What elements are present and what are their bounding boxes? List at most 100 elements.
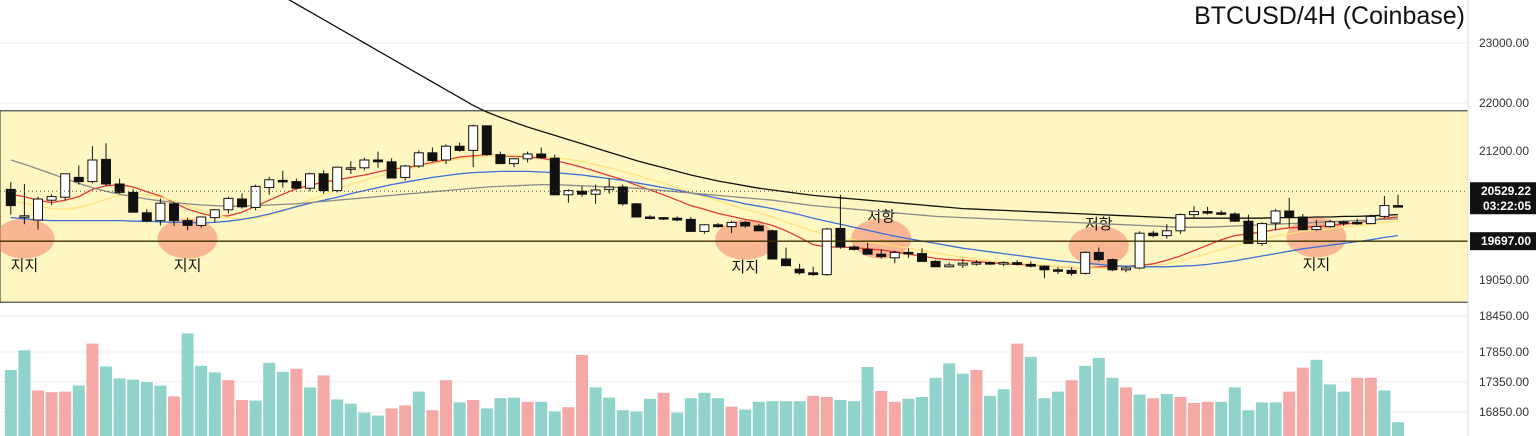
candle-body bbox=[73, 176, 84, 183]
volume-bar bbox=[1188, 403, 1200, 436]
candle-body bbox=[373, 159, 383, 163]
range-box-rect bbox=[0, 110, 1469, 303]
volume-bar bbox=[780, 401, 792, 436]
candle-body bbox=[128, 191, 139, 213]
volume-bar bbox=[1038, 398, 1051, 436]
candle-body bbox=[1338, 221, 1349, 224]
candle-body bbox=[1175, 214, 1186, 232]
volume-bar bbox=[127, 379, 140, 436]
candle-body bbox=[753, 225, 764, 232]
candle-body bbox=[876, 253, 887, 258]
volume-bar bbox=[168, 396, 180, 436]
candle-body bbox=[1284, 210, 1295, 218]
candle-body bbox=[46, 196, 57, 201]
candle-body bbox=[1080, 251, 1091, 274]
volume-bar bbox=[888, 401, 901, 436]
candle-body bbox=[699, 224, 710, 232]
volume-bar bbox=[1201, 401, 1214, 436]
candle-body bbox=[1107, 259, 1118, 271]
candle-body bbox=[903, 251, 914, 255]
candle-body bbox=[495, 154, 506, 165]
volume-bar bbox=[1324, 384, 1336, 436]
chart-title: BTCUSD/4H (Coinbase) bbox=[1194, 2, 1465, 30]
volume-bar bbox=[426, 410, 439, 436]
volume-bar bbox=[1364, 377, 1377, 436]
volume-bar bbox=[480, 408, 493, 436]
candle-body bbox=[5, 188, 16, 207]
volume-bar bbox=[1133, 394, 1146, 436]
candle-body bbox=[291, 181, 302, 189]
volume-bar bbox=[1228, 387, 1241, 436]
candle-body bbox=[536, 153, 547, 159]
candle-body bbox=[971, 262, 982, 265]
candle-body bbox=[1229, 213, 1240, 222]
candle-body bbox=[563, 190, 574, 196]
last-price-tag bbox=[1470, 182, 1536, 215]
candle-body bbox=[794, 268, 805, 274]
volume-bar bbox=[752, 401, 765, 436]
candle-body bbox=[1297, 216, 1308, 231]
volume-bar bbox=[644, 398, 656, 436]
volume-bar bbox=[1065, 380, 1078, 436]
candle-body bbox=[862, 248, 873, 255]
price-tick-label: 17350.00 bbox=[1479, 375, 1529, 389]
volume-bar bbox=[902, 398, 915, 436]
volume-bar bbox=[1079, 365, 1092, 436]
candle-body bbox=[617, 186, 628, 205]
volume-bar bbox=[358, 412, 371, 436]
candle-body bbox=[740, 221, 751, 227]
volume-bar bbox=[222, 380, 235, 436]
candle-body bbox=[985, 262, 995, 265]
volume-bar bbox=[848, 401, 860, 436]
candle-body bbox=[345, 167, 356, 170]
price-axis: 23000.00 22000.00 21200.00 20529.22 19050.00… bbox=[1467, 0, 1536, 436]
volume-bar bbox=[453, 402, 466, 436]
volume-bar bbox=[1337, 391, 1350, 436]
candle-body bbox=[33, 198, 43, 221]
candle-body bbox=[645, 216, 655, 219]
candle-body bbox=[169, 203, 179, 222]
volume-bar bbox=[684, 398, 697, 436]
volume-bar bbox=[290, 368, 303, 436]
volume-bar bbox=[467, 400, 480, 436]
candle-body bbox=[1270, 210, 1281, 224]
volume-bar bbox=[140, 382, 153, 436]
price-levels bbox=[0, 190, 1468, 242]
zone-label: 지지 bbox=[11, 257, 39, 275]
candle-body bbox=[821, 228, 832, 276]
volume-bar bbox=[589, 387, 602, 436]
candle-body bbox=[998, 262, 1009, 265]
volume-bar bbox=[1011, 343, 1024, 436]
volume-bar bbox=[1024, 356, 1037, 436]
volume-bar bbox=[1120, 387, 1132, 436]
price-tick-label: 23000.00 bbox=[1479, 36, 1529, 50]
volume-bar bbox=[943, 363, 956, 436]
candle-body bbox=[1134, 232, 1145, 269]
volume-bar bbox=[372, 415, 384, 436]
volume-bar bbox=[562, 407, 575, 436]
candle-body bbox=[1161, 230, 1172, 237]
volume-bar bbox=[181, 333, 194, 436]
volume-bar bbox=[984, 395, 996, 436]
candle-body bbox=[264, 179, 275, 189]
candle-body bbox=[1243, 220, 1254, 244]
volume-bar bbox=[317, 375, 330, 436]
candle-body bbox=[658, 217, 669, 220]
candle-body bbox=[590, 189, 601, 195]
candle-body bbox=[835, 227, 846, 248]
volume-bar bbox=[59, 391, 72, 436]
candle-body bbox=[1365, 215, 1376, 225]
candle-body bbox=[277, 179, 288, 183]
volume-bar bbox=[1310, 359, 1323, 436]
candle-body bbox=[1202, 211, 1213, 214]
volume-bar bbox=[1242, 410, 1255, 436]
candle-body bbox=[577, 190, 587, 195]
volume-bar bbox=[1106, 377, 1119, 436]
candle-body bbox=[549, 157, 560, 196]
volume-bar bbox=[494, 398, 507, 436]
volume-bar bbox=[576, 355, 588, 436]
volume-bar bbox=[412, 391, 425, 436]
candle-body bbox=[19, 215, 30, 218]
support-price-tag bbox=[1470, 232, 1536, 251]
